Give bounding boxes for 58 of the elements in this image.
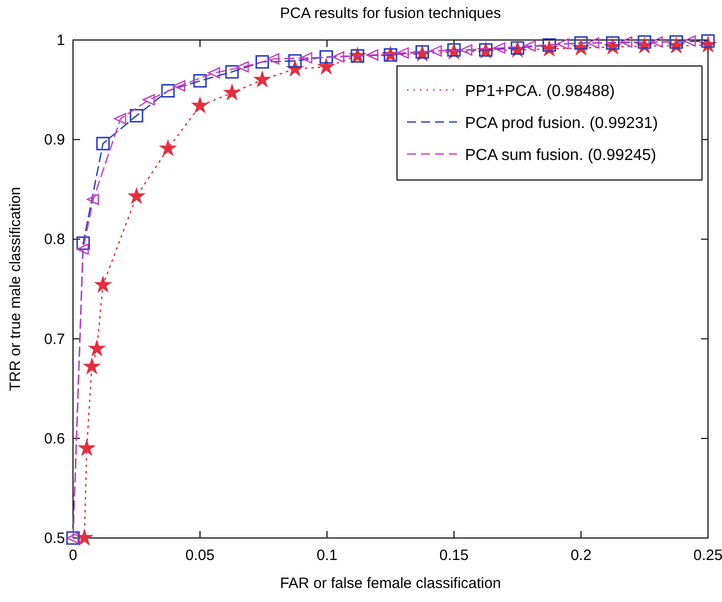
y-tick-label: 1 [56, 32, 65, 49]
point [255, 55, 269, 69]
legend-label: PP1+PCA. (0.98488) [465, 83, 615, 100]
x-tick-label: 0.1 [316, 547, 338, 564]
point [366, 49, 378, 61]
point [161, 84, 175, 98]
point [684, 35, 696, 47]
point [620, 36, 632, 48]
point [84, 358, 100, 374]
point [236, 61, 249, 73]
legend-label: PCA prod fusion. (0.99231) [465, 115, 658, 132]
point [224, 84, 240, 100]
point [76, 236, 90, 250]
point [88, 340, 105, 356]
point [76, 244, 89, 255]
x-tick-label: 0.15 [439, 547, 469, 564]
y-tick-label: 0.8 [44, 231, 65, 248]
point [94, 276, 111, 292]
point [76, 530, 92, 545]
y-tick-label: 0.6 [44, 430, 65, 448]
point [254, 71, 270, 87]
point [130, 108, 144, 122]
x-tick-label: 0 [68, 547, 78, 564]
point [556, 38, 569, 50]
point [300, 52, 312, 64]
point [493, 42, 506, 54]
point [430, 45, 442, 57]
point [142, 94, 155, 106]
point [319, 50, 333, 64]
x-tick-label: 0.25 [693, 547, 722, 564]
chart-title: PCA results for fusion techniques [280, 5, 501, 22]
point [128, 188, 145, 204]
point [192, 97, 208, 113]
point [86, 194, 99, 206]
point [160, 140, 176, 156]
x-tick-label: 0.2 [570, 547, 592, 564]
x-tick-label: 0.05 [185, 547, 215, 564]
point [267, 53, 280, 65]
point [460, 44, 472, 56]
point [650, 36, 663, 48]
x-axis-title: FAR or false female classification [280, 575, 501, 592]
point [208, 67, 220, 79]
point [114, 113, 126, 124]
point [318, 58, 334, 74]
point [173, 80, 186, 92]
point [524, 40, 536, 52]
point [332, 51, 344, 63]
legend-label: PCA sum fusion. (0.99245) [465, 147, 656, 164]
point [96, 136, 110, 150]
y-tick-label: 0.7 [44, 330, 65, 348]
point [193, 74, 207, 88]
y-axis-title: TRR or true male classification [7, 186, 24, 392]
y-tick-label: 0.9 [44, 132, 65, 149]
point [396, 47, 409, 59]
y-tick-label: 0.5 [44, 530, 65, 547]
point [225, 65, 239, 79]
point [78, 440, 95, 456]
point [587, 37, 600, 49]
